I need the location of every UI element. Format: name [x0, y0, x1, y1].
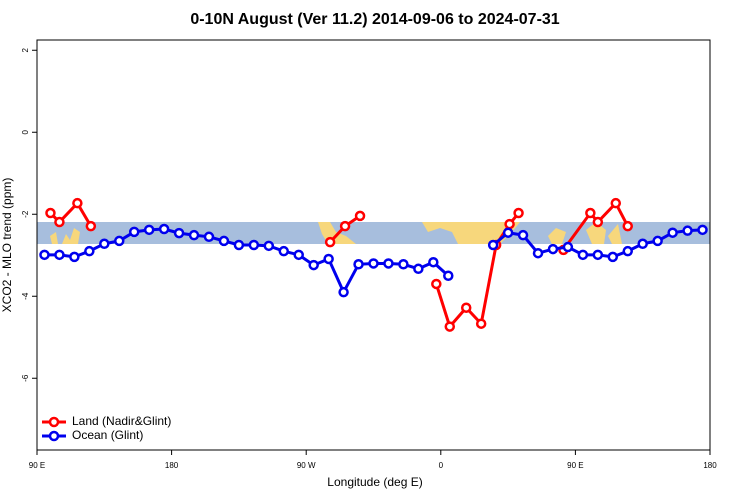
point [682, 225, 693, 236]
series-line [49, 200, 630, 330]
point [188, 229, 200, 241]
x-tick-label: 0 [439, 461, 444, 470]
point [562, 241, 574, 253]
point [308, 259, 319, 271]
legend-label: Land (Nadir&Glint) [72, 414, 171, 428]
point [547, 243, 559, 255]
point [248, 239, 260, 251]
point [324, 236, 336, 248]
point [233, 239, 245, 251]
point [45, 207, 56, 219]
point [143, 224, 155, 236]
chart-title: 0-10N August (Ver 11.2) 2014-09-06 to 20… [190, 11, 559, 28]
legend-label: Ocean (Glint) [72, 428, 143, 442]
land-patch [422, 222, 520, 244]
point [487, 239, 499, 251]
point [323, 253, 334, 265]
land-patch [548, 222, 622, 244]
x-axis-label: Longitude (deg E) [327, 475, 422, 489]
y-axis-label: XCO2 - MLO trend (ppm) [0, 178, 14, 313]
point [72, 197, 83, 209]
point [398, 259, 409, 270]
point [203, 231, 215, 243]
point [460, 302, 472, 313]
point [383, 258, 394, 269]
land-patch [50, 228, 80, 244]
point [413, 263, 424, 275]
point [622, 245, 633, 257]
point [293, 249, 304, 261]
point [54, 249, 65, 261]
point [263, 240, 275, 252]
point [114, 235, 125, 247]
point [54, 216, 65, 228]
point [622, 220, 633, 232]
point [368, 258, 379, 269]
point [592, 249, 604, 261]
x-tick-label: 90 E [29, 461, 45, 470]
point [637, 238, 648, 250]
x-tick-label: 90 E [567, 461, 583, 470]
point [278, 245, 290, 257]
point [697, 224, 708, 236]
x-tick-label: 90 W [297, 461, 316, 470]
point [338, 286, 349, 298]
x-tick-label: 180 [703, 461, 717, 470]
point [339, 220, 351, 232]
point [158, 223, 170, 235]
point [39, 249, 50, 261]
point [85, 220, 97, 232]
point [69, 251, 80, 263]
point [353, 259, 364, 270]
legend-marker [48, 430, 60, 442]
legend-marker [48, 416, 60, 428]
point [99, 238, 110, 250]
point [577, 249, 589, 261]
point [443, 270, 454, 281]
point [128, 226, 140, 238]
point [610, 197, 622, 209]
y-tick-label: -6 [21, 374, 30, 382]
point [84, 245, 95, 257]
y-tick-label: 2 [21, 47, 30, 52]
y-tick-label: -4 [21, 292, 30, 300]
point [517, 229, 529, 241]
x-tick-label: 180 [165, 461, 179, 470]
point [585, 207, 596, 219]
point [502, 227, 514, 238]
plot-frame [36, 39, 711, 451]
point [428, 256, 439, 268]
point [652, 235, 663, 247]
point [532, 247, 544, 259]
point [592, 216, 604, 228]
point [513, 207, 524, 219]
y-tick-label: 0 [21, 129, 30, 134]
point [431, 278, 442, 290]
point [444, 321, 456, 332]
point [173, 227, 185, 239]
y-tick-label: -2 [21, 210, 30, 218]
point [504, 218, 515, 230]
point [667, 227, 678, 238]
point [218, 235, 230, 247]
point [354, 210, 366, 222]
point [607, 251, 619, 263]
point [475, 318, 487, 329]
